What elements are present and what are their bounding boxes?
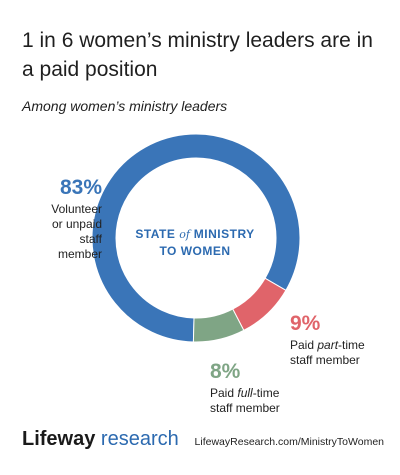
volunteer-slice: [91, 133, 301, 343]
full-time-label: 8% Paid full-time staff member: [210, 360, 320, 416]
full-time-text-a: Paid: [210, 386, 238, 400]
volunteer-text-4: member: [57, 247, 102, 261]
full-time-text-2: staff member: [210, 401, 280, 415]
chart-subtitle: Among women’s ministry leaders: [22, 98, 228, 114]
part-time-text-2: staff member: [290, 353, 360, 367]
logo-research: research: [95, 428, 179, 450]
full-time-text-c: -time: [252, 386, 280, 400]
part-time-text-a: Paid: [290, 338, 318, 352]
center-label-state: STATE: [135, 227, 176, 241]
center-label-to-women: TO WOMEN: [159, 244, 231, 258]
center-label-of: of: [179, 228, 190, 241]
volunteer-percent: 83%: [59, 176, 102, 199]
full-time-text-b: full: [237, 386, 253, 400]
part-time-label: 9% Paid part-time staff member: [290, 312, 390, 368]
volunteer-label: 83% Volunteer or unpaid staff member: [20, 176, 102, 262]
full-time-slice: [192, 308, 245, 343]
full-time-percent: 8%: [210, 360, 241, 383]
part-time-text-b: part: [317, 338, 339, 352]
chart-title: 1 in 6 women’s ministry leaders are in a…: [22, 29, 373, 81]
volunteer-text-2: or unpaid: [51, 217, 102, 231]
center-logo-label: STATE of MINISTRY TO WOMEN: [130, 226, 260, 259]
logo-brand: Lifeway: [22, 428, 96, 450]
volunteer-text-3: staff: [79, 232, 102, 246]
part-time-slice: [232, 277, 287, 332]
part-time-percent: 9%: [290, 312, 321, 335]
center-label-ministry: MINISTRY: [193, 227, 255, 241]
part-time-text-c: -time: [338, 338, 365, 352]
source-url: LifewayResearch.com/MinistryToWomen: [194, 436, 384, 448]
volunteer-text-1: Volunteer: [51, 202, 102, 216]
lifeway-research-logo: Lifeway research: [22, 428, 179, 451]
